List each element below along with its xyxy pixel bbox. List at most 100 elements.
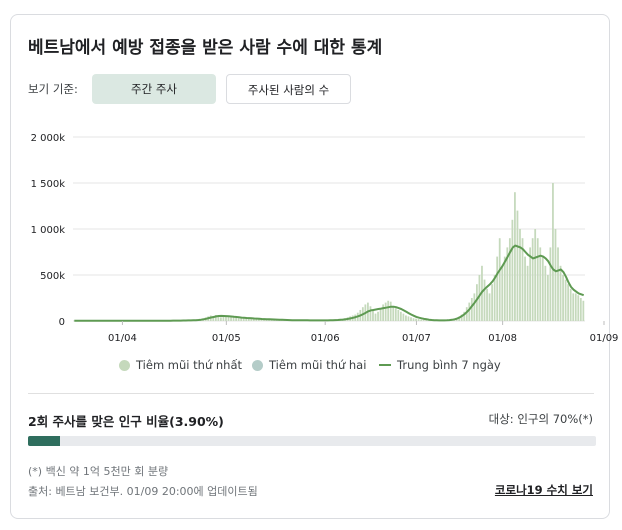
average-line-group	[74, 244, 585, 322]
first-dose-bar	[405, 315, 407, 321]
first-dose-bar	[503, 256, 506, 321]
first-dose-bar	[237, 318, 240, 321]
vaccination-chart: 2 000k 1 500k 1 000k 500k 0 01/04 01/05 01/06 0…	[31, 133, 619, 344]
legend-first-dose-label: Tiêm mũi thứ nhất	[136, 358, 243, 372]
y-tick-label: 0	[59, 317, 65, 328]
tab-weekly-doses[interactable]: 주간 주사	[92, 74, 216, 104]
first-dose-bar	[564, 279, 567, 321]
first-dose-bar	[496, 256, 499, 321]
coverage-progress-fill	[28, 436, 60, 446]
first-dose-bar	[382, 304, 385, 321]
legend-second-dose-label: Tiêm mũi thứ hai	[269, 358, 367, 372]
first-dose-bar	[265, 319, 268, 321]
first-dose-bar	[417, 319, 420, 321]
first-dose-bar	[260, 319, 263, 321]
vaccination-stats-card: 베트남에서 예방 접종을 받은 사람 수에 대한 통계 보기 기준: 주간 주사…	[10, 14, 619, 519]
y-tick-label: 1 500k	[31, 179, 66, 190]
first-dose-bar	[412, 318, 415, 321]
card-title: 베트남에서 예방 접종을 받은 사람 수에 대한 통계	[28, 38, 383, 58]
y-tick-label: 1 000k	[31, 225, 66, 236]
first-dose-bar	[546, 275, 549, 321]
chart-bars	[73, 183, 585, 321]
first-dose-bar	[255, 318, 258, 321]
first-dose-bar	[493, 275, 496, 321]
first-dose-bar	[486, 288, 488, 321]
first-dose-bar	[569, 288, 572, 321]
first-dose-bar	[572, 293, 575, 321]
average-line	[74, 244, 585, 322]
x-tick-label: 01/08	[488, 333, 517, 344]
first-dose-bar	[460, 314, 463, 321]
first-dose-bar	[397, 309, 400, 321]
first-dose-bar	[465, 307, 468, 321]
coverage-progress-bar	[28, 436, 596, 446]
first-dose-bar	[415, 318, 417, 321]
first-dose-bar	[258, 318, 260, 321]
first-dose-bar	[384, 302, 387, 321]
first-dose-bar	[247, 318, 250, 321]
footnote: (*) 백신 약 1억 5천만 회 분량	[28, 465, 169, 478]
first-dose-bar	[387, 300, 390, 321]
first-dose-bar	[544, 265, 547, 321]
tab-people-vaccinated[interactable]: 주사된 사람의 수	[226, 74, 351, 104]
first-dose-bar	[511, 219, 514, 321]
first-dose-swatch	[119, 359, 130, 371]
first-dose-bar	[425, 320, 428, 321]
first-dose-bar	[394, 308, 397, 321]
first-dose-bar	[526, 265, 529, 321]
first-dose-bar	[552, 183, 554, 321]
first-dose-bar	[524, 256, 526, 321]
legend-second-dose[interactable]: Tiêm mũi thứ hai	[252, 357, 366, 373]
first-dose-bar	[554, 229, 557, 321]
first-dose-bar	[506, 247, 509, 321]
first-dose-bar	[214, 315, 217, 321]
first-dose-bar	[377, 311, 379, 321]
first-dose-bar	[374, 313, 377, 321]
first-dose-bar	[242, 317, 245, 321]
first-dose-bar	[514, 192, 516, 321]
first-dose-bar	[250, 318, 253, 321]
first-dose-bar	[232, 317, 235, 321]
first-dose-bar	[225, 315, 227, 321]
first-dose-bar	[519, 229, 521, 321]
first-dose-bar	[399, 311, 402, 321]
first-dose-bar	[369, 306, 372, 321]
first-dose-bar	[529, 247, 532, 321]
first-dose-bar	[222, 315, 225, 321]
first-dose-bar	[392, 306, 395, 321]
x-tick-label: 01/04	[108, 333, 137, 344]
section-divider	[28, 393, 594, 394]
first-dose-bar	[227, 316, 230, 321]
first-dose-bar	[410, 317, 412, 321]
first-dose-bar	[478, 275, 481, 321]
first-dose-bar	[473, 293, 476, 321]
x-axis-ticks: 01/04 01/05 01/06 01/07 01/08 01/09	[108, 321, 618, 344]
first-dose-bar	[498, 238, 501, 321]
coverage-label: 2회 주사를 맞은 인구 비율(3.90%)	[28, 414, 224, 429]
first-dose-bar	[501, 265, 504, 321]
first-dose-bar	[539, 247, 542, 321]
first-dose-bar	[402, 313, 405, 321]
first-dose-bar	[220, 317, 222, 321]
first-dose-bar	[567, 284, 570, 321]
legend-average[interactable]: Trung bình 7 ngày	[379, 357, 501, 373]
first-dose-bar	[407, 316, 410, 321]
first-dose-bar	[422, 319, 425, 321]
first-dose-bar	[212, 315, 215, 321]
first-dose-bar	[470, 298, 473, 321]
first-dose-bar	[562, 275, 564, 321]
y-tick-label: 500k	[40, 271, 65, 282]
y-axis-ticks: 2 000k 1 500k 1 000k 500k 0	[31, 133, 66, 328]
first-dose-bar	[579, 298, 582, 321]
view-covid-stats-link[interactable]: 코로나19 수치 보기	[494, 483, 593, 497]
first-dose-bar	[468, 302, 471, 321]
first-dose-bar	[235, 317, 237, 321]
legend-first-dose[interactable]: Tiêm mũi thứ nhất	[119, 357, 242, 373]
first-dose-bar	[534, 229, 537, 321]
y-tick-label: 2 000k	[31, 133, 66, 144]
first-dose-bar	[559, 265, 562, 321]
first-dose-bar	[463, 311, 466, 321]
first-dose-bar	[372, 309, 374, 321]
first-dose-bar	[521, 238, 524, 321]
second-dose-swatch	[252, 359, 263, 371]
